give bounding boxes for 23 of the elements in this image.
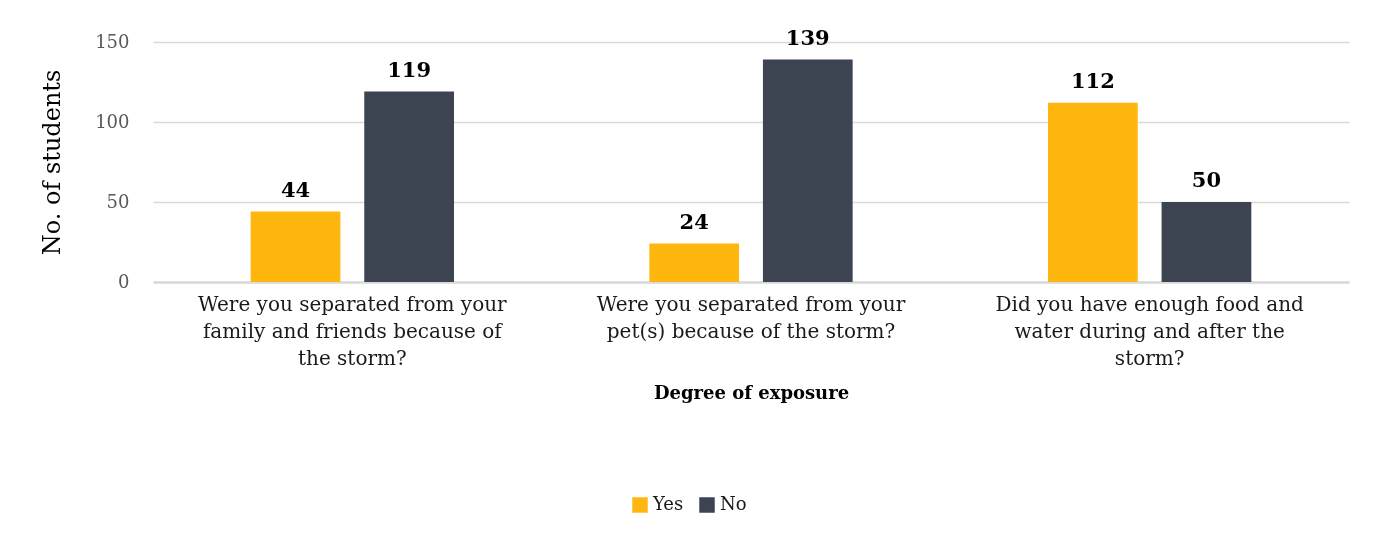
y-tick-label: 100 (95, 110, 130, 132)
data-label: 50 (1191, 167, 1222, 192)
bar (250, 211, 341, 282)
bar (1048, 102, 1138, 282)
x-tick-label: Did you have enough food and water during and after the storm? (995, 291, 1305, 370)
bar (762, 59, 853, 282)
x-tick-label: Were you separated from your family and friends because of the storm? (198, 291, 508, 370)
bar (1161, 202, 1252, 282)
data-label: 112 (1070, 67, 1115, 93)
y-tick-label: 150 (95, 30, 130, 52)
y-tick-label: 0 (118, 270, 130, 292)
bar (364, 91, 454, 282)
data-label: 44 (280, 176, 311, 202)
data-label: 119 (387, 56, 432, 82)
bar (649, 243, 740, 282)
data-label: 24 (679, 208, 709, 234)
data-label: 139 (785, 24, 830, 50)
x-axis-title: Degree of exposure (653, 381, 850, 403)
legend-label: No (720, 493, 747, 514)
x-tick-label: Were you separated from your pet(s) because of the storm? (596, 291, 906, 343)
y-tick-label: 50 (106, 190, 130, 212)
legend-label: Yes (652, 493, 684, 514)
y-axis-title: No. of students (38, 69, 67, 256)
